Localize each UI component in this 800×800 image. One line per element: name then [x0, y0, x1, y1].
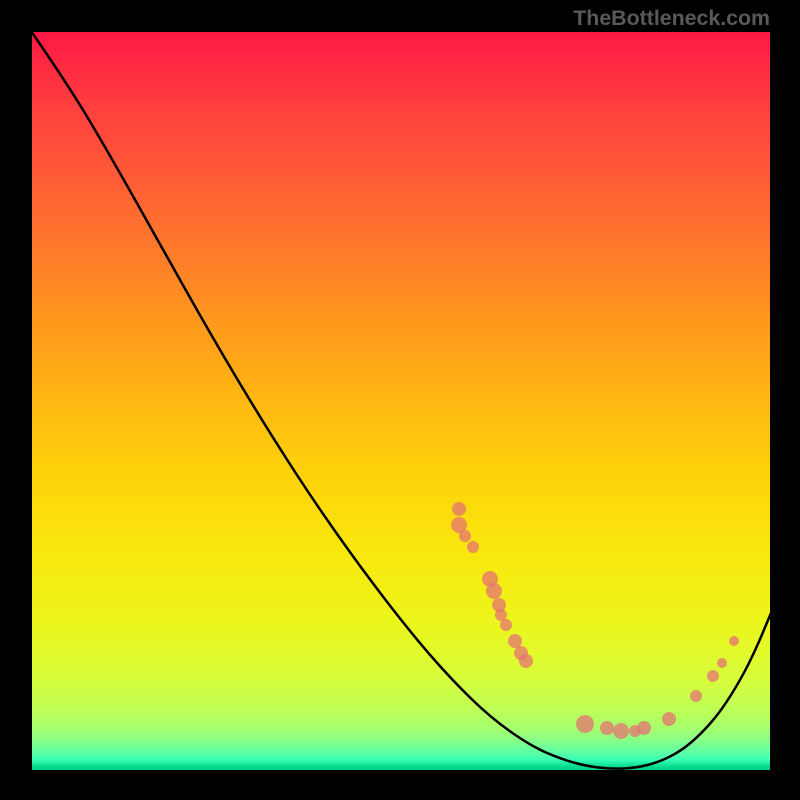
data-marker [467, 541, 479, 553]
data-marker [459, 530, 471, 542]
data-marker [717, 658, 727, 668]
data-marker [508, 634, 522, 648]
chart-container: TheBottleneck.com [0, 0, 800, 800]
chart-svg-overlay [31, 31, 771, 771]
data-marker [729, 636, 739, 646]
data-marker [662, 712, 676, 726]
data-marker [613, 723, 629, 739]
data-marker [637, 721, 651, 735]
data-marker [690, 690, 702, 702]
data-marker [576, 715, 594, 733]
watermark-text: TheBottleneck.com [573, 6, 770, 31]
data-marker [500, 619, 512, 631]
data-marker [519, 654, 533, 668]
data-marker [707, 670, 719, 682]
data-marker [452, 502, 466, 516]
bottleneck-curve [31, 31, 771, 769]
data-marker [486, 583, 502, 599]
data-marker [600, 721, 614, 735]
